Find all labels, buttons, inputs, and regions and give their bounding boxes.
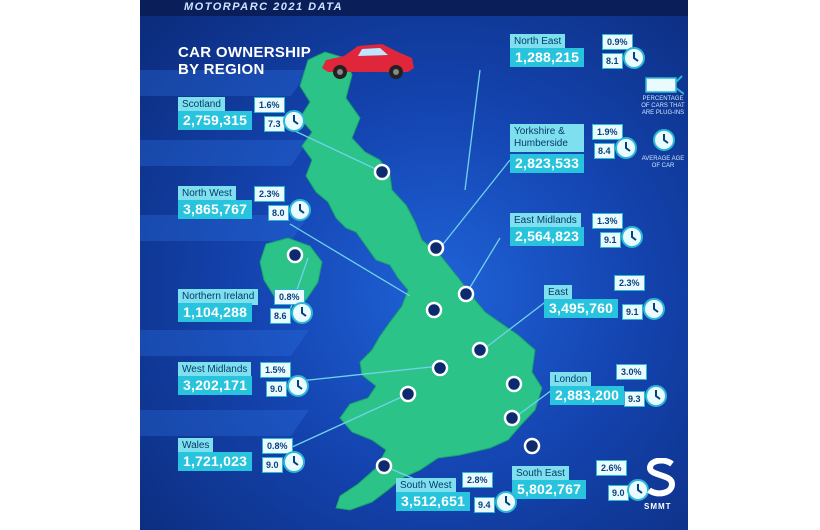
great-britain-shape [299,51,543,511]
average-age: 9.3 [624,391,645,407]
dot-north-east [427,239,445,257]
dot-north-west [425,301,443,319]
average-age: 9.1 [600,232,621,248]
car-count: 3,202,171 [178,376,253,395]
region-name: North East [510,34,566,50]
clock-icon [291,302,313,324]
plugin-percentage: 0.8% [274,289,305,305]
clock-icon [289,199,311,221]
region-name: London [550,372,592,388]
infographic-poster: MOTORPARC 2021 DATA [140,0,688,530]
average-age: 8.4 [594,143,615,159]
dot-wales [399,385,417,403]
dot-scotland [373,163,391,181]
uk-map [259,51,553,511]
car-count: 2,564,823 [510,227,585,246]
logo-text: SMMT [644,502,672,511]
dot-london [503,409,521,427]
title-line-1: CAR OWNERSHIP [178,44,312,61]
car-icon [322,44,414,79]
legend-plugin-label: PERCENTAGE OF CARS THAT ARE PLUG-INS [641,96,685,116]
region-name: Northern Ireland [178,289,259,305]
car-count: 1,104,288 [178,303,253,322]
plugin-percentage: 1.5% [260,362,291,378]
plugin-percentage: 2.6% [596,460,627,476]
region-name: Wales [178,438,214,454]
clock-icon [283,110,305,132]
average-age: 9.1 [622,304,643,320]
average-age: 9.0 [262,457,283,473]
dot-south-east [523,437,541,455]
region-dots [286,163,541,475]
region-name: West Midlands [178,362,252,378]
title-line-2: BY REGION [178,61,265,78]
dot-northern-ireland [286,246,304,264]
region-name: South East [512,466,569,482]
plugin-percentage: 3.0% [616,364,647,380]
plug-icon [645,75,684,95]
car-count: 1,721,023 [178,452,253,471]
region-name: Scotland [178,97,225,113]
plugin-percentage: 2.8% [462,472,493,488]
northern-ireland-shape [259,237,323,303]
header-text: MOTORPARC 2021 DATA [184,1,344,13]
header-bar: MOTORPARC 2021 DATA [140,0,688,16]
clock-icon [623,47,645,69]
average-age: 8.1 [602,53,623,69]
average-age: 8.6 [270,308,291,324]
clock-icon [615,137,637,159]
plugin-percentage: 1.3% [592,213,623,229]
car-count: 2,823,533 [510,154,585,173]
dot-west-midlands [431,359,449,377]
plugin-percentage: 0.8% [262,438,293,454]
car-count: 2,759,315 [178,111,253,130]
clock-icon [287,375,309,397]
clock-icon [643,298,665,320]
average-age: 9.4 [474,497,495,513]
clock-icon [621,226,643,248]
average-age: 9.0 [266,381,287,397]
plugin-percentage: 1.9% [592,124,623,140]
clock-icon [627,479,649,501]
dot-east [505,375,523,393]
car-count: 1,288,215 [510,48,585,67]
car-count: 3,512,651 [396,492,471,511]
clock-icon [283,451,305,473]
plugin-percentage: 2.3% [614,275,645,291]
clock-icon [495,491,517,513]
dot-east-midlands [471,341,489,359]
region-name: East Midlands [510,213,581,229]
clock-icon [645,385,667,407]
average-age: 9.0 [608,485,629,501]
region-name: North West [178,186,236,202]
plugin-percentage: 0.9% [602,34,633,50]
page-title: CAR OWNERSHIP BY REGION [178,44,311,78]
car-count: 2,883,200 [550,386,625,405]
legend-clock-icon [653,129,675,151]
car-count: 3,495,760 [544,299,619,318]
region-name: Yorkshire & Humberside [510,124,584,152]
region-name: East [544,285,573,301]
car-count: 3,865,767 [178,200,253,219]
dot-yorkshire [457,285,475,303]
legend-age-label: AVERAGE AGE OF CAR [641,156,685,169]
average-age: 8.0 [268,205,289,221]
plugin-percentage: 2.3% [254,186,285,202]
smmt-logo-icon [646,458,676,497]
region-name: South West [396,478,456,494]
dot-south-west [375,457,393,475]
plugin-percentage: 1.6% [254,97,285,113]
car-count: 5,802,767 [512,480,587,499]
